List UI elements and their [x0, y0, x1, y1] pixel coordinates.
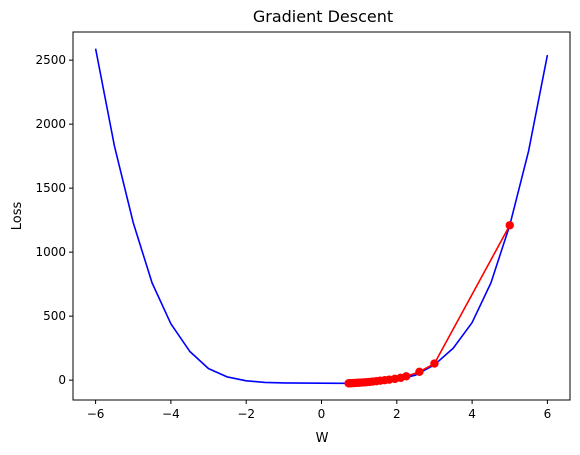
descent-step-point: [430, 359, 439, 368]
loss-curve-line: [94, 48, 549, 385]
y-axis-label: Loss: [10, 202, 25, 231]
x-tick-label: −6: [87, 407, 105, 421]
y-tick-label: 1000: [35, 245, 66, 259]
x-axis: −6 −4 −2 0 2 4 6: [87, 400, 551, 421]
descent-step-point: [344, 379, 353, 388]
plot-frame: [72, 31, 571, 401]
y-axis: 0 500 1000 1500 2000 2500: [35, 53, 73, 387]
y-tick-label: 2000: [35, 117, 66, 131]
descent-step-point: [415, 367, 424, 377]
chart-title: Gradient Descent: [253, 7, 393, 26]
y-tick-label: 500: [43, 309, 66, 323]
y-tick-label: 1500: [35, 181, 66, 195]
y-tick-label: 0: [58, 373, 66, 387]
plot-area: [94, 48, 549, 388]
x-tick-label: 2: [393, 407, 401, 421]
x-axis-label: W: [316, 431, 329, 446]
x-tick-label: −2: [237, 407, 255, 421]
y-tick-label: 2500: [35, 53, 66, 67]
x-tick-label: −4: [162, 407, 180, 421]
x-tick-label: 6: [544, 407, 552, 421]
descent-path-line: [348, 224, 511, 385]
x-tick-label: 4: [468, 407, 476, 421]
x-tick-label: 0: [318, 407, 326, 421]
descent-step-point: [505, 221, 514, 230]
